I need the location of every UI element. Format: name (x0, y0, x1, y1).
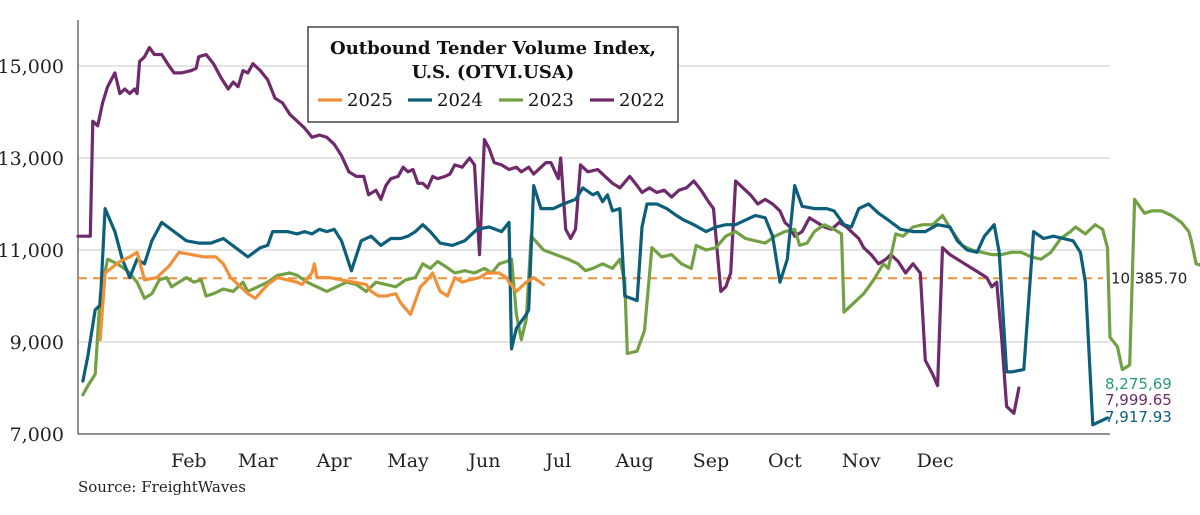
y-tick-label: 7,000 (10, 424, 64, 446)
y-tick-label: 15,000 (0, 56, 64, 78)
x-tick-label: Apr (316, 450, 353, 472)
x-tick-label: Jul (543, 450, 571, 472)
y-tick-label: 9,000 (10, 332, 64, 354)
legend: Outbound Tender Volume Index, U.S. (OTVI… (307, 26, 679, 123)
end-labels: 8,275,697,999.657,917.93 (1105, 375, 1172, 426)
axes (77, 20, 1110, 435)
end-label-2023: 8,275,69 (1105, 375, 1172, 393)
series-line-2022 (76, 46, 1021, 415)
series-lines (76, 46, 1200, 427)
y-tick-label: 11,000 (0, 240, 64, 262)
x-tick-label: Jun (466, 450, 500, 472)
x-tick-label: Oct (768, 450, 802, 472)
legend-items: 2025 2024 2023 2022 (318, 90, 665, 111)
x-tick-label: Dec (917, 450, 954, 472)
series-line-2025 (98, 250, 546, 342)
legend-label-2025: 2025 (347, 90, 393, 111)
x-tick-label: May (387, 450, 429, 472)
y-tick-labels: 7,000 9,000 11,000 13,000 15,000 (0, 56, 64, 446)
legend-title-line-2: U.S. (OTVI.USA) (412, 62, 575, 83)
x-tick-label: Aug (615, 450, 654, 472)
x-tick-labels: Feb Mar Apr May Jun Jul Aug Sep Oct Nov Dec (171, 450, 954, 472)
end-label-2022: 7,999.65 (1105, 391, 1172, 409)
legend-label-2023: 2023 (528, 90, 574, 111)
x-tick-label: Mar (238, 450, 279, 472)
legend-box (307, 26, 679, 123)
reference-line-group: 10,385.70 (78, 269, 1187, 287)
x-tick-label: Feb (171, 450, 207, 472)
legend-label-2022: 2022 (619, 90, 665, 111)
y-tick-label: 13,000 (0, 148, 64, 170)
reference-line-label: 10,385.70 (1111, 269, 1187, 287)
source-note: Source: FreightWaves (78, 478, 246, 496)
end-label-2024: 7,917.93 (1105, 408, 1172, 426)
x-tick-label: Sep (693, 450, 729, 472)
legend-title-line-1: Outbound Tender Volume Index, (330, 38, 656, 59)
series-line-2024 (81, 184, 1110, 427)
x-tick-label: Nov (842, 450, 881, 472)
legend-label-2024: 2024 (437, 90, 483, 111)
